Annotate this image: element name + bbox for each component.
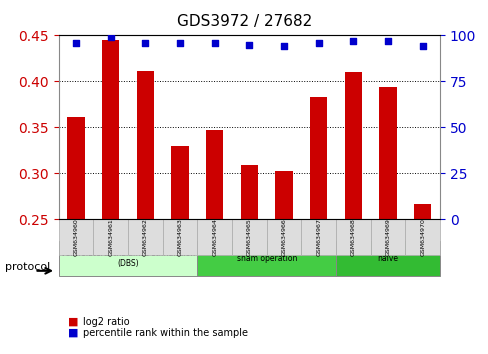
Text: GSM634969: GSM634969: [385, 218, 390, 256]
Bar: [413, 204, 430, 354]
Text: naive: naive: [377, 254, 398, 263]
Bar: [240, 165, 258, 354]
Text: GSM634965: GSM634965: [246, 218, 251, 256]
FancyBboxPatch shape: [301, 219, 335, 255]
Point: [384, 38, 391, 44]
FancyBboxPatch shape: [59, 219, 93, 255]
Text: ■: ■: [68, 317, 79, 327]
Text: sham operation: sham operation: [236, 254, 296, 263]
Text: GSM634964: GSM634964: [212, 218, 217, 256]
Bar: [171, 146, 188, 354]
FancyBboxPatch shape: [197, 219, 232, 255]
FancyBboxPatch shape: [232, 219, 266, 255]
Text: GSM634968: GSM634968: [350, 218, 355, 256]
Text: GSM634967: GSM634967: [316, 218, 321, 256]
FancyBboxPatch shape: [266, 219, 301, 255]
FancyBboxPatch shape: [93, 219, 128, 255]
FancyBboxPatch shape: [197, 241, 335, 276]
Bar: [102, 40, 119, 354]
Text: log2 ratio: log2 ratio: [83, 317, 129, 327]
FancyBboxPatch shape: [163, 219, 197, 255]
Text: GDS3972 / 27682: GDS3972 / 27682: [177, 14, 311, 29]
Point: [349, 38, 357, 44]
Point: [280, 44, 287, 49]
Bar: [137, 71, 154, 354]
FancyBboxPatch shape: [405, 219, 439, 255]
Text: GSM634970: GSM634970: [419, 218, 425, 256]
Point: [314, 40, 322, 46]
Text: GSM634963: GSM634963: [177, 218, 182, 256]
Point: [106, 34, 114, 40]
Bar: [205, 130, 223, 354]
Text: GSM634966: GSM634966: [281, 218, 286, 256]
Point: [141, 40, 149, 46]
Text: protocol: protocol: [5, 262, 50, 272]
Text: ■: ■: [68, 328, 79, 338]
Bar: [379, 87, 396, 354]
FancyBboxPatch shape: [335, 219, 370, 255]
Point: [418, 44, 426, 49]
Point: [72, 40, 80, 46]
Text: percentile rank within the sample: percentile rank within the sample: [83, 328, 247, 338]
Text: GSM634960: GSM634960: [73, 218, 79, 256]
Point: [210, 40, 218, 46]
Bar: [67, 117, 84, 354]
Text: GSM634961: GSM634961: [108, 218, 113, 256]
Bar: [275, 171, 292, 354]
Point: [245, 42, 253, 47]
Bar: [344, 72, 361, 354]
Bar: [309, 97, 327, 354]
Point: [176, 40, 183, 46]
FancyBboxPatch shape: [59, 241, 197, 276]
FancyBboxPatch shape: [370, 219, 405, 255]
Text: ventrolateral thalamus stimulation
(DBS): ventrolateral thalamus stimulation (DBS): [61, 249, 195, 268]
Text: GSM634962: GSM634962: [142, 218, 147, 256]
FancyBboxPatch shape: [128, 219, 163, 255]
FancyBboxPatch shape: [335, 241, 439, 276]
